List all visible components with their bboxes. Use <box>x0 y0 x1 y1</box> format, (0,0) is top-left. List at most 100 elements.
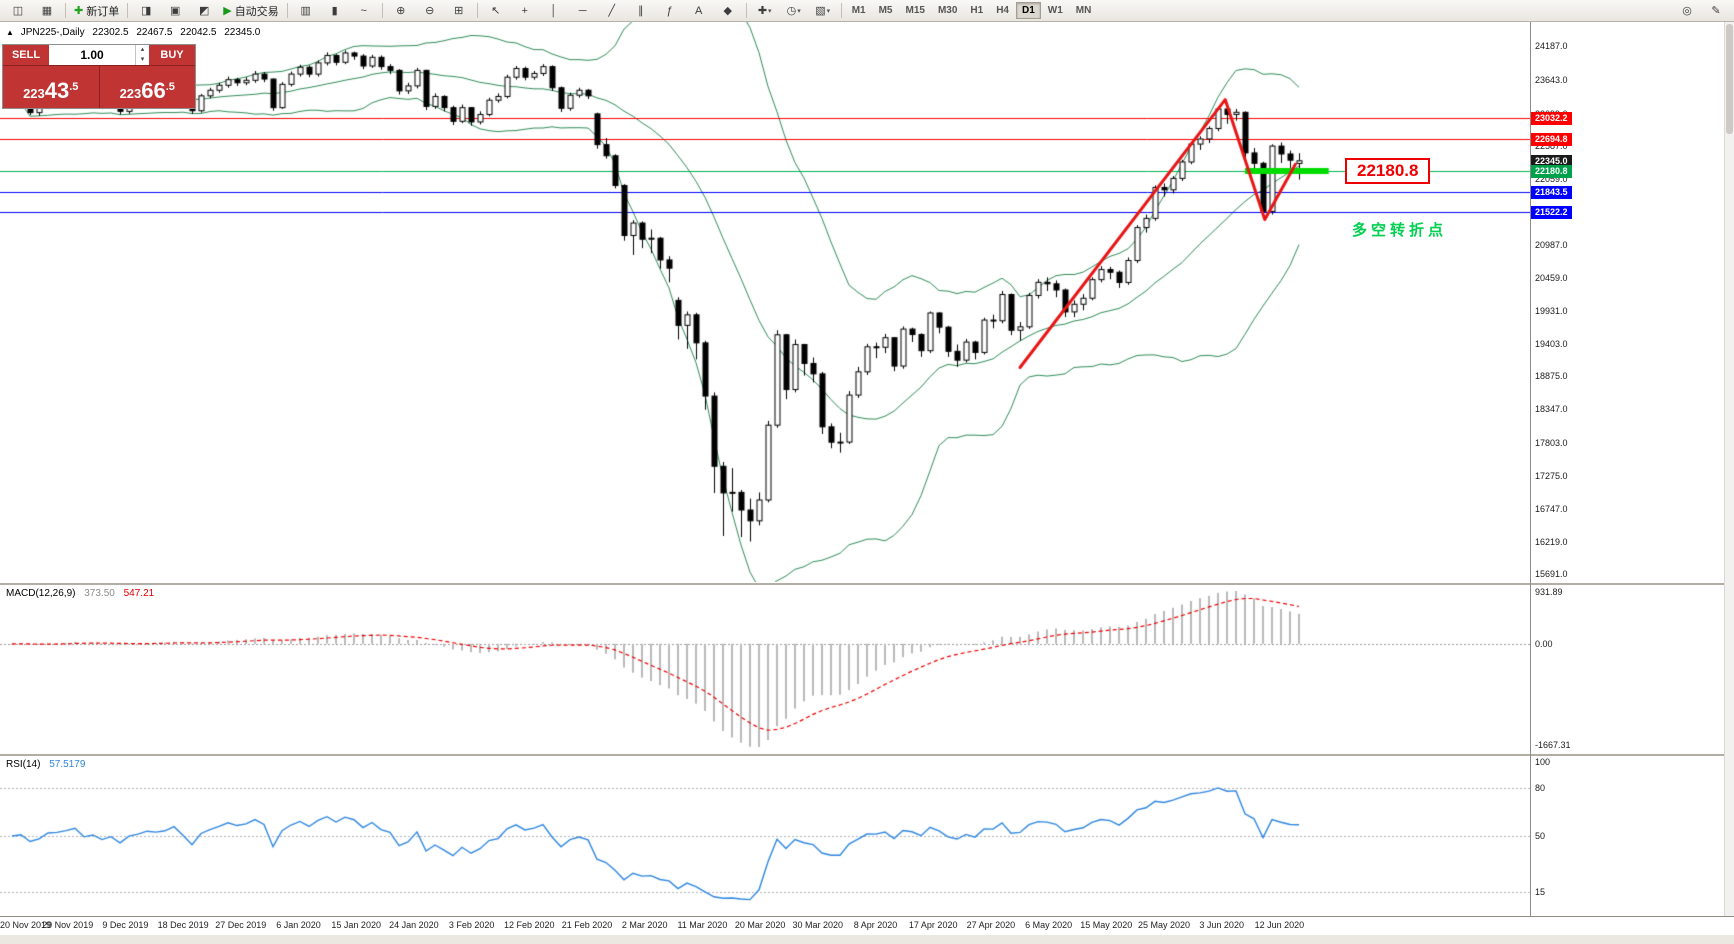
dropdown-arrow-icon: ▾ <box>826 7 831 15</box>
templates-icon[interactable]: ▧ ▾ <box>809 1 837 21</box>
toolbar-separator <box>381 3 383 18</box>
metaeditor-icon[interactable]: ◨ <box>132 1 160 21</box>
channel-icon[interactable]: ∥ <box>627 1 655 21</box>
channel-icon: ∥ <box>637 4 644 17</box>
zoom-in-icon: ⊕ <box>396 4 406 17</box>
axis-date-label: 12 Jun 2020 <box>1254 920 1305 930</box>
ohlc-low: 22042.5 <box>180 27 217 38</box>
sell-button[interactable]: SELL <box>3 45 49 65</box>
horizontal-line-icon: ─ <box>578 4 587 17</box>
lot-decrease-icon[interactable]: ▾ <box>140 56 145 63</box>
turning-point-note[interactable]: 多空转折点 <box>1352 222 1448 239</box>
pane-separator[interactable] <box>0 583 1734 585</box>
one-click-trading-panel: SELL 1.00 ▴ ▾ BUY 223 43.5 223 66.5 <box>2 44 196 109</box>
vertical-scrollbar[interactable] <box>1724 22 1734 916</box>
rsi-indicator-canvas[interactable] <box>0 756 1530 916</box>
trendline-icon[interactable]: ╱ <box>598 1 626 21</box>
axis-price-label: 22059.0 <box>1535 173 1568 184</box>
timeframe-m30[interactable]: M30 <box>937 5 958 16</box>
buy-button[interactable]: BUY <box>149 45 195 65</box>
macd-axis-zero-label: 0.00 <box>1535 638 1553 649</box>
axis-price-label: 19403.0 <box>1535 338 1568 349</box>
metaeditor-icon: ◨ <box>141 4 152 17</box>
timeframe-m15[interactable]: M15 <box>905 5 925 16</box>
toolbar-separator <box>476 3 478 18</box>
price-axis[interactable]: 24187.023643.023099.022587.022059.021531… <box>1531 22 1734 916</box>
new-chart-icon[interactable]: ◫ <box>4 1 32 21</box>
axis-date-label: 18 Dec 2019 <box>157 920 209 930</box>
buy-price-button[interactable]: 223 66.5 <box>99 66 195 108</box>
lot-increase-icon[interactable]: ▴ <box>140 46 145 53</box>
fibonacci-icon[interactable]: ƒ <box>656 1 684 21</box>
shapes-icon: ◆ <box>723 4 732 17</box>
add-indicator-icon: ✚ <box>757 4 768 17</box>
pencil-icon: ✎ <box>1711 4 1721 17</box>
timeframe-h4[interactable]: H4 <box>996 5 1009 16</box>
terminal-icon: ▣ <box>170 4 181 17</box>
price-callout-label[interactable]: 22180.8 <box>1345 158 1431 184</box>
rsi-axis-level-label: 80 <box>1535 783 1546 793</box>
axis-date-label: 21 Feb 2020 <box>561 920 613 930</box>
chart-list-icon: ▦ <box>41 4 53 17</box>
axis-date-label: 15 May 2020 <box>1080 920 1133 930</box>
rsi-axis-level-label: 50 <box>1535 831 1546 841</box>
axis-price-tag: 21843.5 <box>1531 185 1572 199</box>
bar-chart-icon[interactable]: ▥ <box>292 1 320 21</box>
buy-price-prefix: 223 <box>119 86 142 101</box>
macd-indicator-canvas[interactable] <box>0 585 1530 753</box>
shapes-icon[interactable]: ◆ <box>714 1 742 21</box>
axis-price-label: 15691.0 <box>1535 569 1568 580</box>
add-indicator-icon[interactable]: ✚ ▾ <box>751 1 779 21</box>
timeframe-mn[interactable]: MN <box>1075 5 1092 16</box>
axis-date-label: 3 Feb 2020 <box>448 920 495 930</box>
autotrading-button[interactable]: ▶ 自动交易 <box>219 1 282 21</box>
magnifier-icon[interactable]: ◎ <box>1673 1 1701 21</box>
lot-size-field[interactable]: 1.00 ▴ ▾ <box>49 45 149 65</box>
axis-date-label: 30 Mar 2020 <box>792 920 844 930</box>
axis-date-label: 3 Jun 2020 <box>1199 920 1244 930</box>
autotrading-button-label: 自动交易 <box>234 5 279 18</box>
crosshair-icon[interactable]: + <box>511 1 539 21</box>
timeframe-d1[interactable]: D1 <box>1016 2 1041 19</box>
time-axis[interactable]: 20 Nov 2019 29 Nov 2019 9 Dec 2019 18 Dec 2… <box>0 916 1734 935</box>
timeframe-m5[interactable]: M5 <box>878 5 893 16</box>
vertical-line-icon[interactable]: │ <box>540 1 568 21</box>
pencil-icon[interactable]: ✎ <box>1702 1 1730 21</box>
axis-date-label: 9 Dec 2019 <box>102 920 149 930</box>
cursor-icon[interactable]: ↖ <box>482 1 510 21</box>
periods-icon[interactable]: ◷ ▾ <box>780 1 808 21</box>
chart-list-icon[interactable]: ▦ <box>33 1 61 21</box>
terminal-icon[interactable]: ▣ <box>161 1 189 21</box>
timeframe-m1[interactable]: M1 <box>851 5 866 16</box>
macd-main-value: 373.50 <box>84 588 115 599</box>
fibonacci-icon: ƒ <box>666 4 673 17</box>
text-label-icon[interactable]: A <box>685 1 713 21</box>
axis-date-label: 11 Mar 2020 <box>677 920 728 930</box>
zoom-out-icon[interactable]: ⊖ <box>416 1 444 21</box>
new-order-button: ✚ <box>74 4 84 17</box>
tile-windows-icon[interactable]: ⊞ <box>445 1 473 21</box>
strategy-tester-icon[interactable]: ◩ <box>190 1 218 21</box>
crosshair-icon: + <box>521 4 528 17</box>
axis-price-label: 24187.0 <box>1535 41 1568 52</box>
magnifier-icon: ◎ <box>1682 4 1692 17</box>
candlestick-chart-icon[interactable]: ▮ <box>321 1 349 21</box>
horizontal-line-icon[interactable]: ─ <box>569 1 597 21</box>
lot-size-value[interactable]: 1.00 <box>80 48 104 62</box>
new-order-button-label: 新订单 <box>86 5 120 18</box>
scrollbar-thumb[interactable] <box>1726 24 1733 134</box>
timeframe-w1[interactable]: W1 <box>1047 5 1063 16</box>
zoom-in-icon[interactable]: ⊕ <box>387 1 415 21</box>
axis-date-label: 15 Jan 2020 <box>331 920 381 930</box>
line-chart-icon[interactable]: ~ <box>350 1 378 21</box>
price-axis-border <box>1530 22 1531 916</box>
price-chart-canvas[interactable] <box>0 22 1530 582</box>
tile-windows-icon: ⊞ <box>454 4 464 17</box>
one-click-collapse-icon[interactable]: ▲ <box>6 28 14 37</box>
timeframe-h1[interactable]: H1 <box>970 5 984 16</box>
pane-separator[interactable] <box>0 754 1734 756</box>
axis-price-tag: 22694.8 <box>1531 133 1572 147</box>
new-order-button[interactable]: ✚ 新订单 <box>70 1 123 21</box>
autotrading-button: ▶ <box>223 4 232 17</box>
sell-price-button[interactable]: 223 43.5 <box>3 66 100 108</box>
